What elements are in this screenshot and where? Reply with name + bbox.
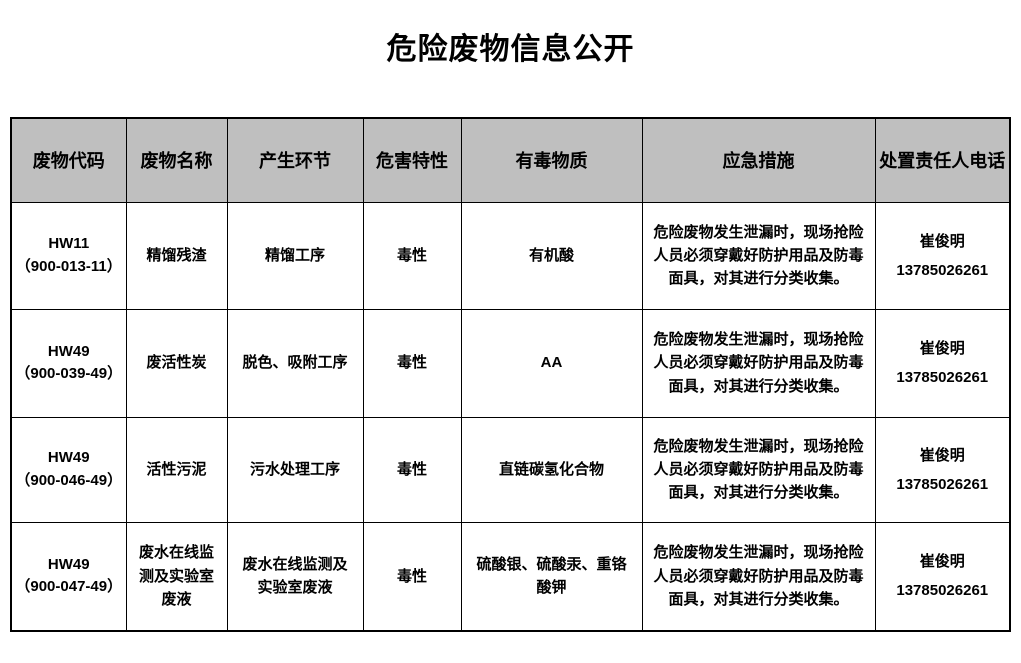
header-waste-code: 废物代码 bbox=[10, 117, 127, 203]
cell-hazard: 毒性 bbox=[362, 416, 462, 523]
waste-code: HW49 bbox=[47, 449, 90, 466]
cell-toxic-substance: 有机酸 bbox=[460, 201, 643, 310]
cell-hazard: 毒性 bbox=[362, 201, 462, 310]
header-emergency-measures: 应急措施 bbox=[641, 117, 876, 203]
cell-waste-code: HW11 （900-013-11） bbox=[10, 201, 127, 310]
cell-process: 精馏工序 bbox=[226, 201, 364, 310]
cell-toxic-substance: 硫酸银、硫酸汞、重铬酸钾 bbox=[460, 521, 643, 632]
contact-phone: 13785026261 bbox=[896, 261, 989, 279]
header-process: 产生环节 bbox=[226, 117, 364, 203]
cell-process: 脱色、吸附工序 bbox=[226, 308, 364, 418]
contact-name: 崔俊明 bbox=[919, 553, 965, 571]
cell-hazard: 毒性 bbox=[362, 521, 462, 632]
cell-waste-name: 废活性炭 bbox=[125, 308, 228, 418]
contact-name: 崔俊明 bbox=[919, 232, 965, 250]
cell-waste-name: 废水在线监测及实验室废液 bbox=[125, 521, 228, 632]
cell-waste-name: 精馏残渣 bbox=[125, 201, 228, 310]
table-row: HW11 （900-013-11） 精馏残渣 精馏工序 毒性 有机酸 危险废物发… bbox=[10, 201, 1011, 310]
cell-waste-name: 活性污泥 bbox=[125, 416, 228, 523]
header-contact-phone: 处置责任人电话 bbox=[874, 117, 1011, 203]
table-row: HW49 （900-039-49） 废活性炭 脱色、吸附工序 毒性 AA 危险废… bbox=[10, 308, 1011, 418]
cell-waste-code: HW49 （900-046-49） bbox=[10, 416, 127, 523]
contact-phone: 13785026261 bbox=[896, 582, 989, 600]
waste-code: HW49 bbox=[47, 342, 90, 360]
contact-name: 崔俊明 bbox=[919, 446, 965, 464]
cell-process: 废水在线监测及实验室废液 bbox=[226, 521, 364, 632]
header-toxic-substance: 有毒物质 bbox=[460, 117, 643, 203]
cell-toxic-substance: AA bbox=[460, 308, 643, 418]
cell-waste-code: HW49 （900-039-49） bbox=[10, 308, 127, 418]
header-waste-name: 废物名称 bbox=[125, 117, 228, 203]
waste-code-detail: （900-039-49） bbox=[15, 365, 123, 382]
header-hazard: 危害特性 bbox=[362, 117, 462, 203]
waste-code: HW11 bbox=[48, 235, 90, 252]
cell-contact: 崔俊明 13785026261 bbox=[874, 308, 1011, 418]
cell-process: 污水处理工序 bbox=[226, 416, 364, 523]
cell-emergency-measures: 危险废物发生泄漏时，现场抢险人员必须穿戴好防护用品及防毒面具，对其进行分类收集。 bbox=[641, 308, 876, 418]
contact-name: 崔俊明 bbox=[919, 340, 965, 357]
cell-waste-code: HW49 （900-047-49） bbox=[10, 521, 127, 632]
cell-emergency-measures: 危险废物发生泄漏时，现场抢险人员必须穿戴好防护用品及防毒面具，对其进行分类收集。 bbox=[641, 416, 876, 523]
hazardous-waste-table: 废物代码 废物名称 产生环节 危害特性 有毒物质 应急措施 处置责任人电话 HW… bbox=[10, 117, 1011, 632]
waste-code: HW49 bbox=[47, 555, 90, 573]
cell-contact: 崔俊明 13785026261 bbox=[874, 416, 1011, 523]
cell-contact: 崔俊明 13785026261 bbox=[874, 201, 1011, 310]
cell-contact: 崔俊明 13785026261 bbox=[874, 521, 1011, 632]
cell-toxic-substance: 直链碳氢化合物 bbox=[460, 416, 643, 523]
waste-code-detail: （900-046-49） bbox=[15, 471, 123, 489]
cell-hazard: 毒性 bbox=[362, 308, 462, 418]
page-title: 危险废物信息公开 bbox=[386, 33, 635, 66]
cell-emergency-measures: 危险废物发生泄漏时，现场抢险人员必须穿戴好防护用品及防毒面具，对其进行分类收集。 bbox=[641, 201, 876, 310]
cell-emergency-measures: 危险废物发生泄漏时，现场抢险人员必须穿戴好防护用品及防毒面具，对其进行分类收集。 bbox=[641, 521, 876, 632]
waste-code-detail: （900-047-49） bbox=[15, 578, 123, 596]
contact-phone: 13785026261 bbox=[896, 475, 989, 493]
contact-phone: 13785026261 bbox=[896, 369, 989, 386]
waste-code-detail: （900-013-11） bbox=[15, 257, 122, 275]
table-row: HW49 （900-046-49） 活性污泥 污水处理工序 毒性 直链碳氢化合物… bbox=[10, 416, 1011, 523]
table-header-row: 废物代码 废物名称 产生环节 危害特性 有毒物质 应急措施 处置责任人电话 bbox=[10, 117, 1011, 203]
table-row: HW49 （900-047-49） 废水在线监测及实验室废液 废水在线监测及实验… bbox=[10, 521, 1011, 632]
